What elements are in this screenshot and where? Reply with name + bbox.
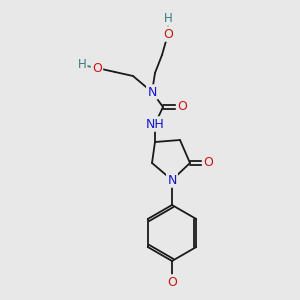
Text: N: N [147,85,157,98]
Text: O: O [92,61,102,74]
Text: H: H [164,11,172,25]
Text: O: O [177,100,187,113]
Text: O: O [203,157,213,169]
Text: NH: NH [146,118,164,130]
Text: N: N [167,173,177,187]
Text: O: O [163,28,173,40]
Text: H: H [78,58,86,71]
Text: O: O [167,275,177,289]
